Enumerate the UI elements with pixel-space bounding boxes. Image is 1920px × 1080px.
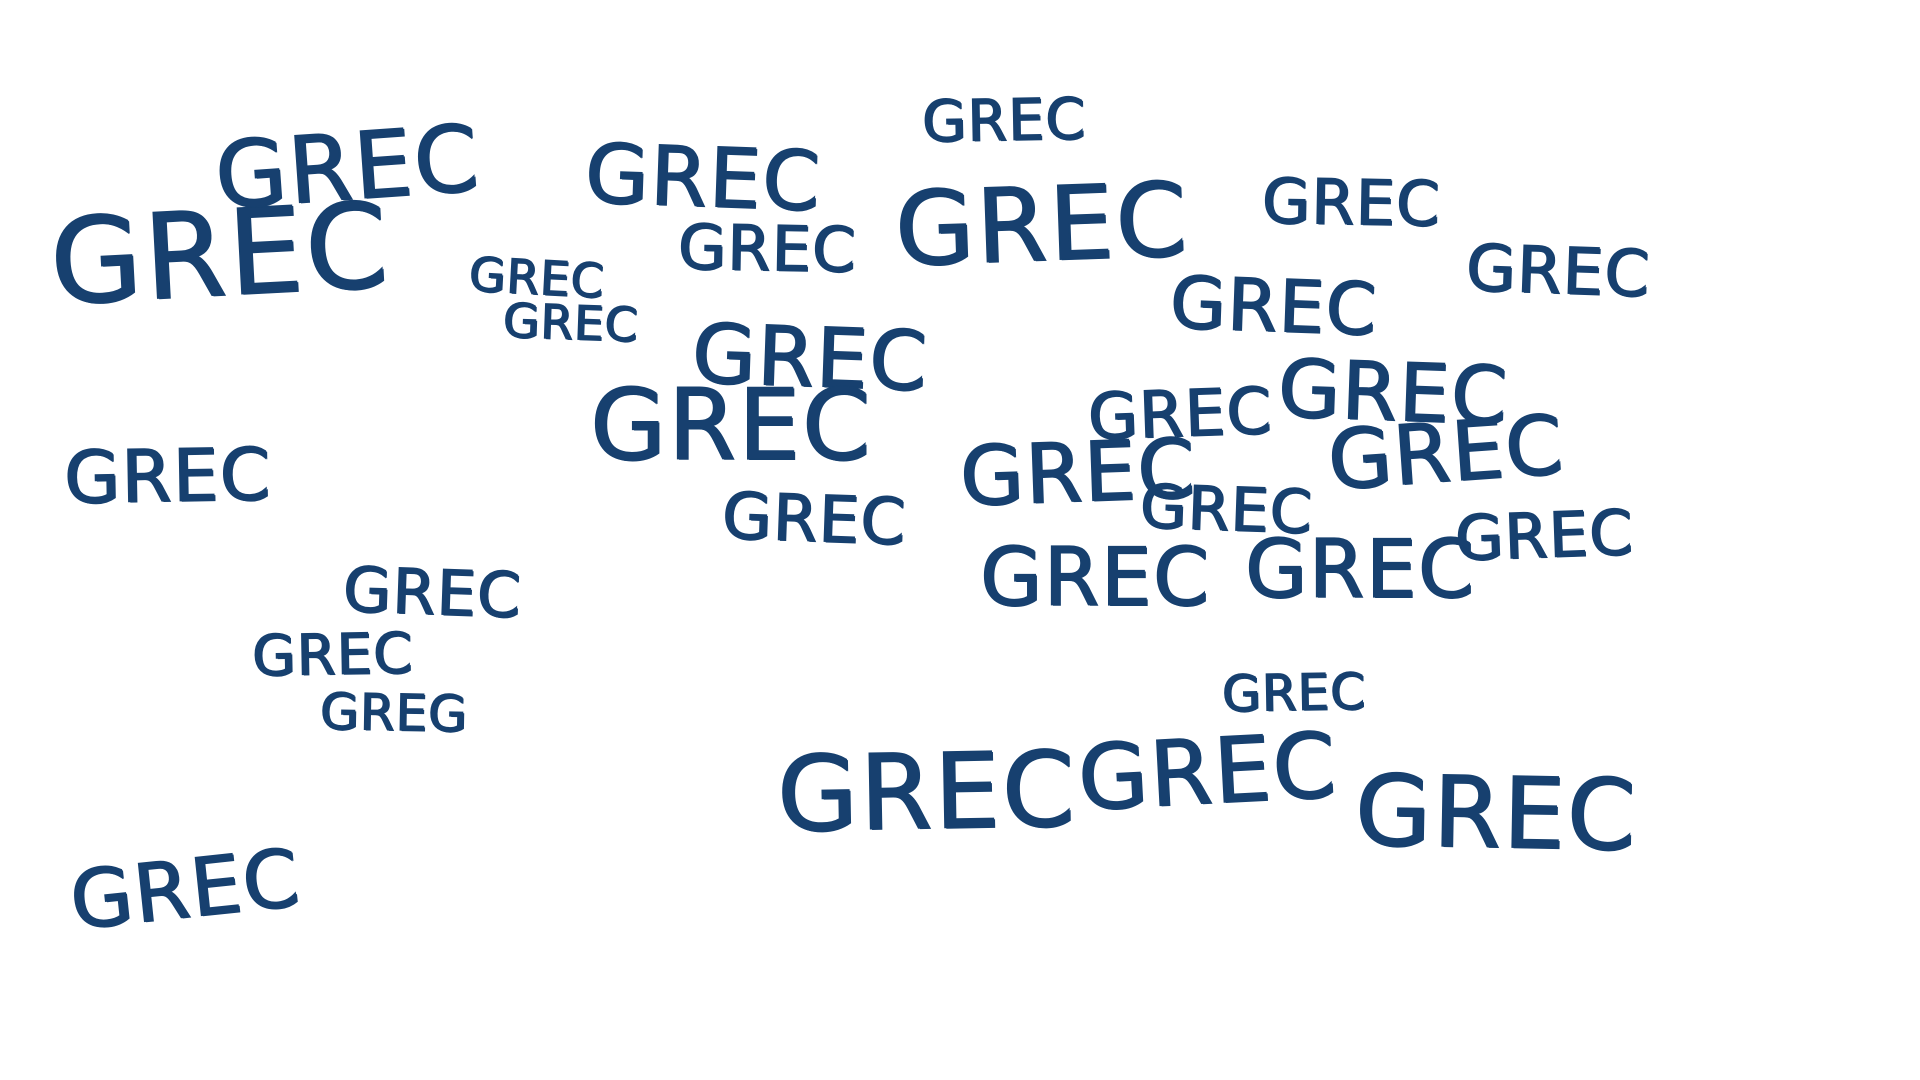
handwritten-word: GREC	[1324, 397, 1568, 510]
handwritten-word: GREC	[979, 531, 1211, 624]
handwritten-word: GREC	[720, 479, 908, 561]
handwritten-word: GREG	[319, 682, 469, 744]
handwritten-word: GREC	[1221, 662, 1367, 724]
handwritten-word: GREC	[1168, 260, 1379, 352]
handwritten-word: GREC	[211, 104, 484, 231]
handwritten-word: GREC	[892, 160, 1191, 291]
handwritten-word: GREC	[775, 728, 1078, 856]
handwritten-word: GREC	[1353, 754, 1639, 874]
handwritten-word: GREC	[1244, 523, 1476, 616]
handwritten-word: GREC	[1075, 713, 1341, 833]
handwritten-word: GREC	[1464, 231, 1652, 313]
handwritten-word: GREC	[501, 293, 640, 354]
handwritten-word: GREC	[251, 621, 415, 690]
handwritten-word: GREC	[65, 831, 305, 949]
handwritten-word: GREC	[63, 432, 273, 521]
handwritten-word: GREC	[589, 369, 873, 483]
handwritten-word: GREC	[1261, 164, 1442, 241]
handwritten-word: GREC	[921, 86, 1087, 156]
handwritten-word: GREC	[1453, 495, 1635, 576]
handwritten-word: GREC	[677, 210, 858, 287]
handwritten-word: GREC	[341, 552, 523, 633]
